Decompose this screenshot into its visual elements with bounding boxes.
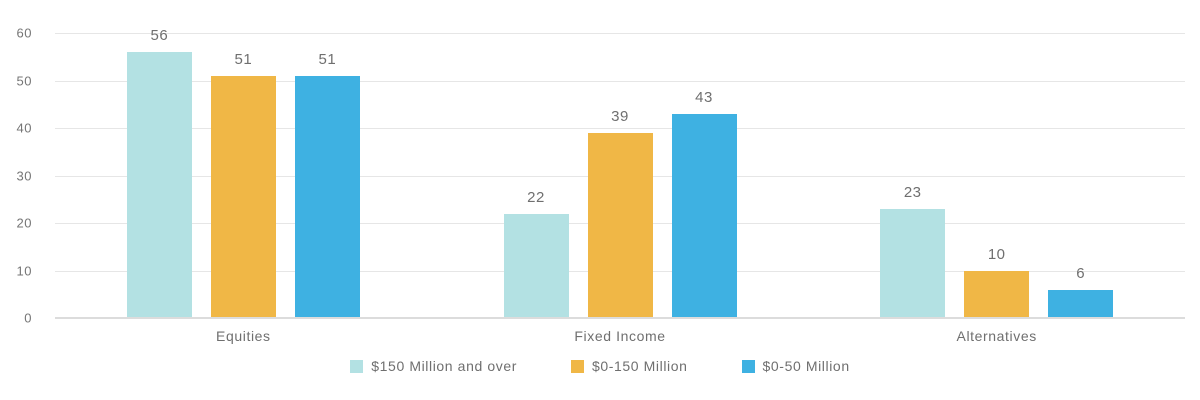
bar-group-fixed-income: 22 39 43 [432,33,809,318]
bar-value-label: 23 [903,183,922,201]
x-label-equities: Equities [216,328,271,344]
bar-value-label: 22 [527,188,545,206]
bar-value-label: 51 [234,50,253,68]
gridline-40 [55,128,1185,129]
bar-0-50-million-alternatives[interactable]: 6 [1048,265,1114,318]
y-tick-label-20: 20 [16,215,32,231]
bar-0-150-million-fixed-income[interactable]: 39 [587,108,653,318]
x-axis-labels: Equities Fixed Income Alternatives [55,328,1185,344]
bar-value-label: 43 [695,88,713,106]
legend-item-150-million-and-over[interactable]: $150 Million and over [350,358,517,374]
x-label-fixed-income: Fixed Income [574,328,666,344]
legend-swatch-icon [350,359,364,373]
bar-value-label: 10 [987,245,1006,263]
y-tick-label-50: 50 [16,73,32,88]
legend-item-0-150-million[interactable]: $0-150 Million [570,358,688,374]
plot-area: 56 51 51 22 39 43 23 10 6 [55,27,1185,319]
gridline-60 [55,33,1185,34]
y-tick-label-40: 40 [16,120,32,136]
x-label-alternatives: Alternatives [956,328,1037,344]
bar-value-label: 51 [318,50,337,68]
y-tick-label-60: 60 [16,25,32,41]
bar-150-million-and-over-alternatives[interactable]: 23 [880,184,946,318]
bar-value-label: 6 [1076,264,1086,282]
bar-0-50-million-equities[interactable]: 51 [294,51,360,318]
bar-group-equities: 56 51 51 [55,27,432,318]
gridline-50 [55,80,1185,82]
legend-swatch-icon [570,359,584,373]
bar-150-million-and-over-equities[interactable]: 56 [126,27,192,318]
legend: $150 Million and over $0-150 Million $0-50… [0,358,1200,374]
bar-groups: 56 51 51 22 39 43 23 10 6 [55,27,1185,318]
bar-0-150-million-equities[interactable]: 51 [210,51,276,318]
bar-value-label: 56 [150,27,169,44]
legend-label: $150 Million and over [371,358,517,374]
legend-label: $0-50 Million [762,358,850,374]
legend-item-0-50-million[interactable]: $0-50 Million [741,358,850,374]
bar-0-50-million-fixed-income[interactable]: 43 [671,89,737,318]
legend-swatch-icon [741,359,755,373]
y-axis: 0 10 20 30 40 50 60 [0,26,32,326]
y-tick-label-0: 0 [24,310,32,326]
bar-150-million-and-over-fixed-income[interactable]: 22 [503,189,569,318]
legend-label: $0-150 Million [591,358,688,374]
y-tick-label-10: 10 [16,263,32,278]
bar-0-150-million-alternatives[interactable]: 10 [964,246,1030,318]
y-tick-label-30: 30 [16,168,32,183]
x-axis-line [55,317,1185,319]
bar-group-alternatives: 23 10 6 [808,33,1185,318]
bar-value-label: 39 [611,107,629,125]
